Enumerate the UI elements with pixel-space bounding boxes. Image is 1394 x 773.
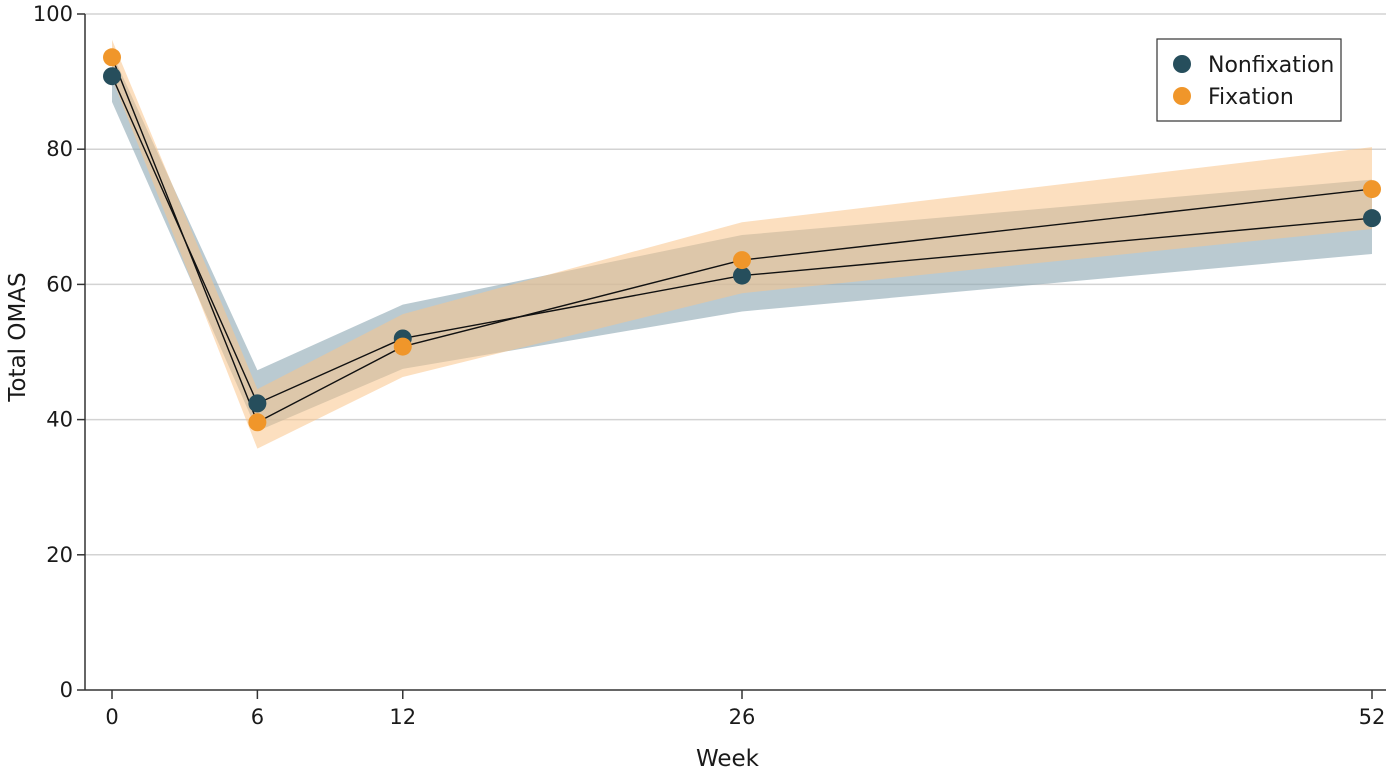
y-tick-label-20: 20 bbox=[46, 543, 73, 567]
data-point-nonfixation-week-0 bbox=[103, 67, 121, 86]
tick-labels: 0 20 40 60 80 100 0 6 12 26 52 bbox=[33, 2, 1385, 729]
x-tick-label-12: 12 bbox=[389, 705, 416, 729]
x-tick-label-0: 0 bbox=[105, 705, 118, 729]
x-axis-title: Week bbox=[696, 746, 760, 772]
legend-box bbox=[1156, 38, 1342, 122]
y-tick-label-0: 0 bbox=[60, 678, 73, 702]
data-point-fixation-week-12 bbox=[393, 337, 412, 356]
legend: Nonfixation Fixation bbox=[1156, 38, 1342, 122]
legend-marker-nonfixation bbox=[1173, 55, 1191, 73]
y-tick-label-80: 80 bbox=[46, 137, 73, 161]
data-point-fixation-week-0 bbox=[103, 48, 121, 67]
series-points bbox=[103, 48, 1381, 432]
x-tick-label-6: 6 bbox=[251, 705, 264, 729]
data-point-fixation-week-6 bbox=[248, 413, 267, 432]
legend-label-nonfixation: Nonfixation bbox=[1208, 53, 1334, 78]
x-tick-label-52: 52 bbox=[1359, 705, 1386, 729]
y-tick-label-100: 100 bbox=[33, 2, 73, 26]
y-tick-label-60: 60 bbox=[46, 272, 73, 296]
data-point-fixation-week-26 bbox=[733, 251, 751, 270]
data-point-nonfixation-week-6 bbox=[248, 394, 267, 413]
legend-label-fixation: Fixation bbox=[1208, 85, 1294, 110]
data-point-nonfixation-week-26 bbox=[733, 266, 751, 285]
y-axis-title: Total OMAS bbox=[5, 272, 31, 402]
y-tick-label-40: 40 bbox=[46, 408, 73, 432]
data-point-fixation-week-52 bbox=[1363, 180, 1381, 199]
data-point-nonfixation-week-52 bbox=[1363, 209, 1381, 228]
confidence-bands bbox=[112, 39, 1372, 449]
legend-marker-fixation bbox=[1173, 87, 1191, 105]
axes bbox=[77, 13, 1386, 699]
ci-band-fixation bbox=[112, 39, 1372, 449]
x-tick-label-26: 26 bbox=[729, 705, 756, 729]
